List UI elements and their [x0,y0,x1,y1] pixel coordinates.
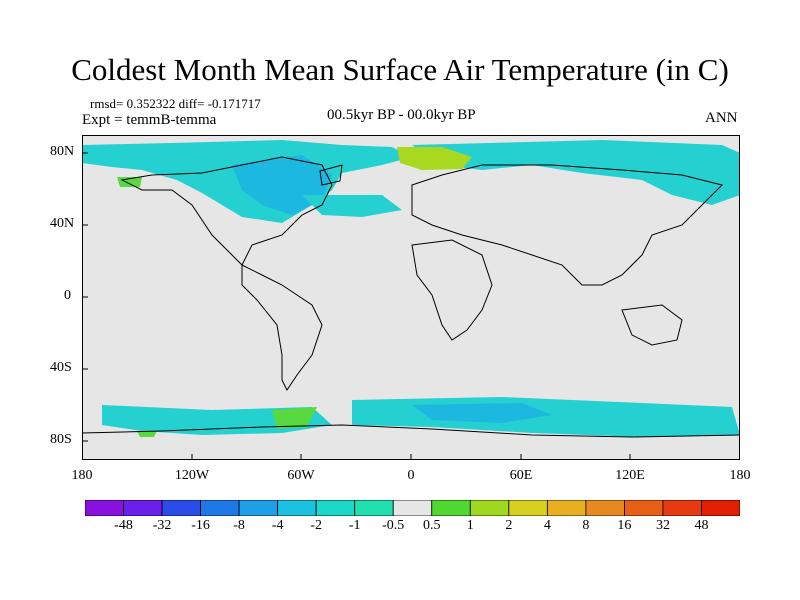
small-green-south [137,431,157,437]
colorbar-swatch [315,500,356,516]
eurasia-north [412,140,740,205]
lat-label: 0 [64,288,71,303]
colorbar-swatch [624,500,664,516]
colorbar-swatch [469,500,510,516]
colorbar-swatch [277,500,317,516]
lon-label: 180 [729,468,751,483]
tick-marks [82,152,631,460]
lon-label: 120E [615,468,645,483]
colorbar-swatch [508,500,548,516]
lon-label: 60W [287,468,315,483]
colorbar-swatch [354,500,394,516]
colorbar-swatch [161,500,201,516]
colorbar-label: 48 [694,518,709,533]
colorbar-label: -16 [191,518,210,533]
world-map [82,135,740,460]
lat-label: 40N [50,216,75,231]
anomaly-shading [82,140,740,437]
colorbar-label: 32 [655,518,670,533]
colorbar-label: -8 [233,518,245,533]
north-atlantic [302,195,402,217]
season-label: ANN [705,110,738,126]
antarctic-blue [412,403,552,423]
colorbar-label: -4 [271,518,284,533]
colorbar-label: 8 [582,518,590,533]
colorbar-swatch [585,500,625,516]
colorbar-swatch [238,500,279,516]
colorbar-label: 2 [505,518,513,533]
lat-label: 40S [50,360,72,375]
colorbar-swatch [123,500,163,516]
antarctic-peninsula-green [272,407,317,429]
colorbar-label: -1 [348,518,361,533]
colorbar-swatch [662,500,702,516]
colorbar-label: 4 [543,518,551,533]
colorbar-swatch [431,500,471,516]
lon-label: 120W [174,468,210,483]
colorbar-label: 16 [617,518,632,533]
stats-text: rmsd= 0.352322 diff= -0.171717 [90,96,261,111]
plot-title: Coldest Month Mean Surface Air Temperatu… [71,52,729,87]
colorbar-label: 0.5 [423,518,441,533]
period-label: 00.5kyr BP - 00.0kyr BP [327,107,476,123]
lon-label: 60E [509,468,533,483]
colorbar-swatch [701,500,740,516]
experiment-label: Expt = temmB-temma [82,112,217,128]
colorbar-label: -48 [114,518,133,533]
coastlines [82,156,740,438]
colorbar-swatch [546,500,587,516]
colorbar [85,500,740,516]
colorbar-label: 1 [466,518,474,533]
colorbar-label: -0.5 [382,518,405,533]
colorbar-swatch [392,500,433,516]
lat-label: 80N [50,144,75,159]
colorbar-swatch [200,500,240,516]
lon-label: 0 [407,468,415,483]
scandinavia-positive [397,147,472,170]
colorbar-label: -2 [310,518,322,533]
colorbar-swatch [85,500,124,516]
lat-label: 80S [50,432,72,447]
colorbar-label: -32 [152,518,172,533]
lon-label: 180 [71,468,93,483]
